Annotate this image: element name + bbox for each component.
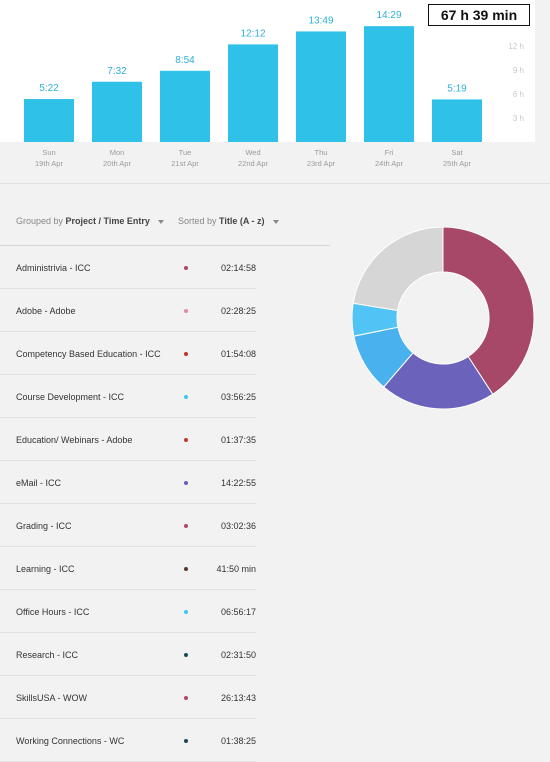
list-item[interactable]: Education/ Webinars - Adobe 01:37:35 bbox=[0, 418, 256, 461]
list-item[interactable]: Grading - ICC 03:02:36 bbox=[0, 504, 256, 547]
list-item[interactable]: Adobe - Adobe 02:28:25 bbox=[0, 289, 256, 332]
x-axis-day-label: Tue bbox=[179, 148, 192, 157]
entry-color-dot bbox=[184, 309, 188, 313]
list-item[interactable]: Learning - ICC 41:50 min bbox=[0, 547, 256, 590]
time-entry-list: Administrivia - ICC 02:14:58 Adobe - Adobe… bbox=[0, 246, 256, 762]
entry-project-name: Course Development - ICC bbox=[16, 392, 125, 402]
bar-wed[interactable] bbox=[228, 44, 278, 142]
entry-duration: 03:02:36 bbox=[220, 521, 256, 531]
x-axis-day-label: Thu bbox=[315, 148, 328, 157]
entry-duration: 01:54:08 bbox=[220, 349, 256, 359]
entry-duration: 01:37:35 bbox=[220, 435, 256, 445]
entry-duration: 01:38:25 bbox=[220, 736, 256, 746]
x-axis-day-label: Mon bbox=[110, 148, 125, 157]
bar-value-label: 12:12 bbox=[240, 28, 265, 39]
weekly-bar-chart: 3 h 6 h 9 h 12 h 5:22 Sun 19th Apr 7:32 Mon 20th … bbox=[0, 0, 535, 168]
list-item[interactable]: Research - ICC 02:31:50 bbox=[0, 633, 256, 676]
x-axis-day-label: Sun bbox=[42, 148, 55, 157]
list-item[interactable]: Course Development - ICC 03:56:25 bbox=[0, 375, 256, 418]
y-tick-label: 9 h bbox=[513, 66, 524, 75]
group-by-dropdown[interactable]: Grouped by Project / Time Entry bbox=[16, 216, 165, 226]
entry-color-dot bbox=[184, 352, 188, 356]
bar-value-label: 8:54 bbox=[175, 55, 195, 66]
entry-color-dot bbox=[184, 481, 188, 485]
sort-by-value: Title (A - z) bbox=[219, 216, 265, 226]
entry-project-name: Office Hours - ICC bbox=[16, 607, 90, 617]
entry-project-name: Competency Based Education - ICC bbox=[16, 349, 161, 359]
entry-project-name: Administrivia - ICC bbox=[16, 263, 91, 273]
donut-segment[interactable] bbox=[352, 227, 444, 312]
entry-color-dot bbox=[184, 696, 188, 700]
x-axis-date-label: 24th Apr bbox=[375, 159, 403, 168]
x-axis-day-label: Sat bbox=[451, 148, 463, 157]
entry-project-name: eMail - ICC bbox=[16, 478, 62, 488]
entry-project-name: Education/ Webinars - Adobe bbox=[16, 435, 133, 445]
chevron-down-icon bbox=[273, 219, 280, 224]
entry-project-name: Working Connections - WC bbox=[16, 736, 125, 746]
entry-duration: 14:22:55 bbox=[220, 478, 256, 488]
project-donut-chart bbox=[352, 227, 535, 410]
x-axis-date-label: 25th Apr bbox=[443, 159, 471, 168]
bar-tue[interactable] bbox=[160, 70, 210, 142]
group-by-prefix: Grouped by bbox=[16, 216, 64, 226]
x-axis-day-label: Fri bbox=[385, 148, 394, 157]
x-axis-date-label: 23rd Apr bbox=[307, 159, 336, 168]
entry-color-dot bbox=[184, 567, 188, 571]
y-tick-label: 12 h bbox=[508, 42, 524, 51]
bar-value-label: 5:22 bbox=[39, 83, 59, 94]
list-item[interactable]: Working Connections - WC 01:38:25 bbox=[0, 719, 256, 762]
entry-color-dot bbox=[184, 653, 188, 657]
entry-duration: 06:56:17 bbox=[220, 607, 256, 617]
entry-duration: 26:13:43 bbox=[220, 693, 256, 703]
entry-color-dot bbox=[184, 524, 188, 528]
chart-divider bbox=[0, 183, 550, 184]
entry-duration: 03:56:25 bbox=[220, 392, 256, 402]
total-time-badge: 67 h 39 min bbox=[428, 4, 530, 26]
list-item[interactable]: SkillsUSA - WOW 26:13:43 bbox=[0, 676, 256, 719]
entry-project-name: Research - ICC bbox=[16, 650, 79, 660]
x-axis-date-label: 20th Apr bbox=[103, 159, 131, 168]
bar-thu[interactable] bbox=[296, 31, 346, 142]
bar-fri[interactable] bbox=[364, 26, 414, 142]
group-by-value: Project / Time Entry bbox=[65, 216, 150, 226]
entry-color-dot bbox=[184, 610, 188, 614]
entry-color-dot bbox=[184, 438, 188, 442]
list-item[interactable]: Office Hours - ICC 06:56:17 bbox=[0, 590, 256, 633]
entry-color-dot bbox=[184, 739, 188, 743]
entry-duration: 02:28:25 bbox=[220, 306, 256, 316]
bar-value-label: 13:49 bbox=[308, 15, 333, 26]
bar-value-label: 5:19 bbox=[447, 83, 467, 94]
y-tick-label: 3 h bbox=[513, 114, 524, 123]
entry-project-name: Adobe - Adobe bbox=[16, 306, 76, 316]
list-item[interactable]: eMail - ICC 14:22:55 bbox=[0, 461, 256, 504]
bar-value-label: 7:32 bbox=[107, 66, 127, 77]
x-axis-date-label: 19th Apr bbox=[35, 159, 63, 168]
list-divider bbox=[0, 245, 330, 246]
bar-mon[interactable] bbox=[92, 81, 142, 142]
entry-duration: 02:14:58 bbox=[220, 263, 256, 273]
sort-by-dropdown[interactable]: Sorted by Title (A - z) bbox=[178, 216, 280, 226]
x-axis-date-label: 22nd Apr bbox=[238, 159, 269, 168]
entry-project-name: SkillsUSA - WOW bbox=[16, 693, 87, 703]
entry-project-name: Learning - ICC bbox=[16, 564, 75, 574]
sort-by-prefix: Sorted by bbox=[178, 216, 217, 226]
list-item[interactable]: Competency Based Education - ICC 01:54:08 bbox=[0, 332, 256, 375]
list-item[interactable]: Administrivia - ICC 02:14:58 bbox=[0, 246, 256, 289]
x-axis-date-label: 21st Apr bbox=[171, 159, 199, 168]
bar-value-label: 14:29 bbox=[376, 10, 401, 21]
y-tick-label: 6 h bbox=[513, 90, 524, 99]
entry-color-dot bbox=[184, 266, 188, 270]
bar-sun[interactable] bbox=[24, 99, 74, 142]
entry-duration: 02:31:50 bbox=[220, 650, 256, 660]
entry-project-name: Grading - ICC bbox=[16, 521, 72, 531]
bar-chart-svg: 3 h 6 h 9 h 12 h 5:22 Sun 19th Apr 7:32 Mon 20th … bbox=[24, 10, 524, 168]
x-axis-day-label: Wed bbox=[245, 148, 260, 157]
chevron-down-icon bbox=[158, 219, 165, 224]
entry-color-dot bbox=[184, 395, 188, 399]
donut-segment[interactable] bbox=[442, 227, 535, 395]
bar-sat[interactable] bbox=[432, 99, 482, 142]
entry-duration: 41:50 min bbox=[216, 564, 256, 574]
